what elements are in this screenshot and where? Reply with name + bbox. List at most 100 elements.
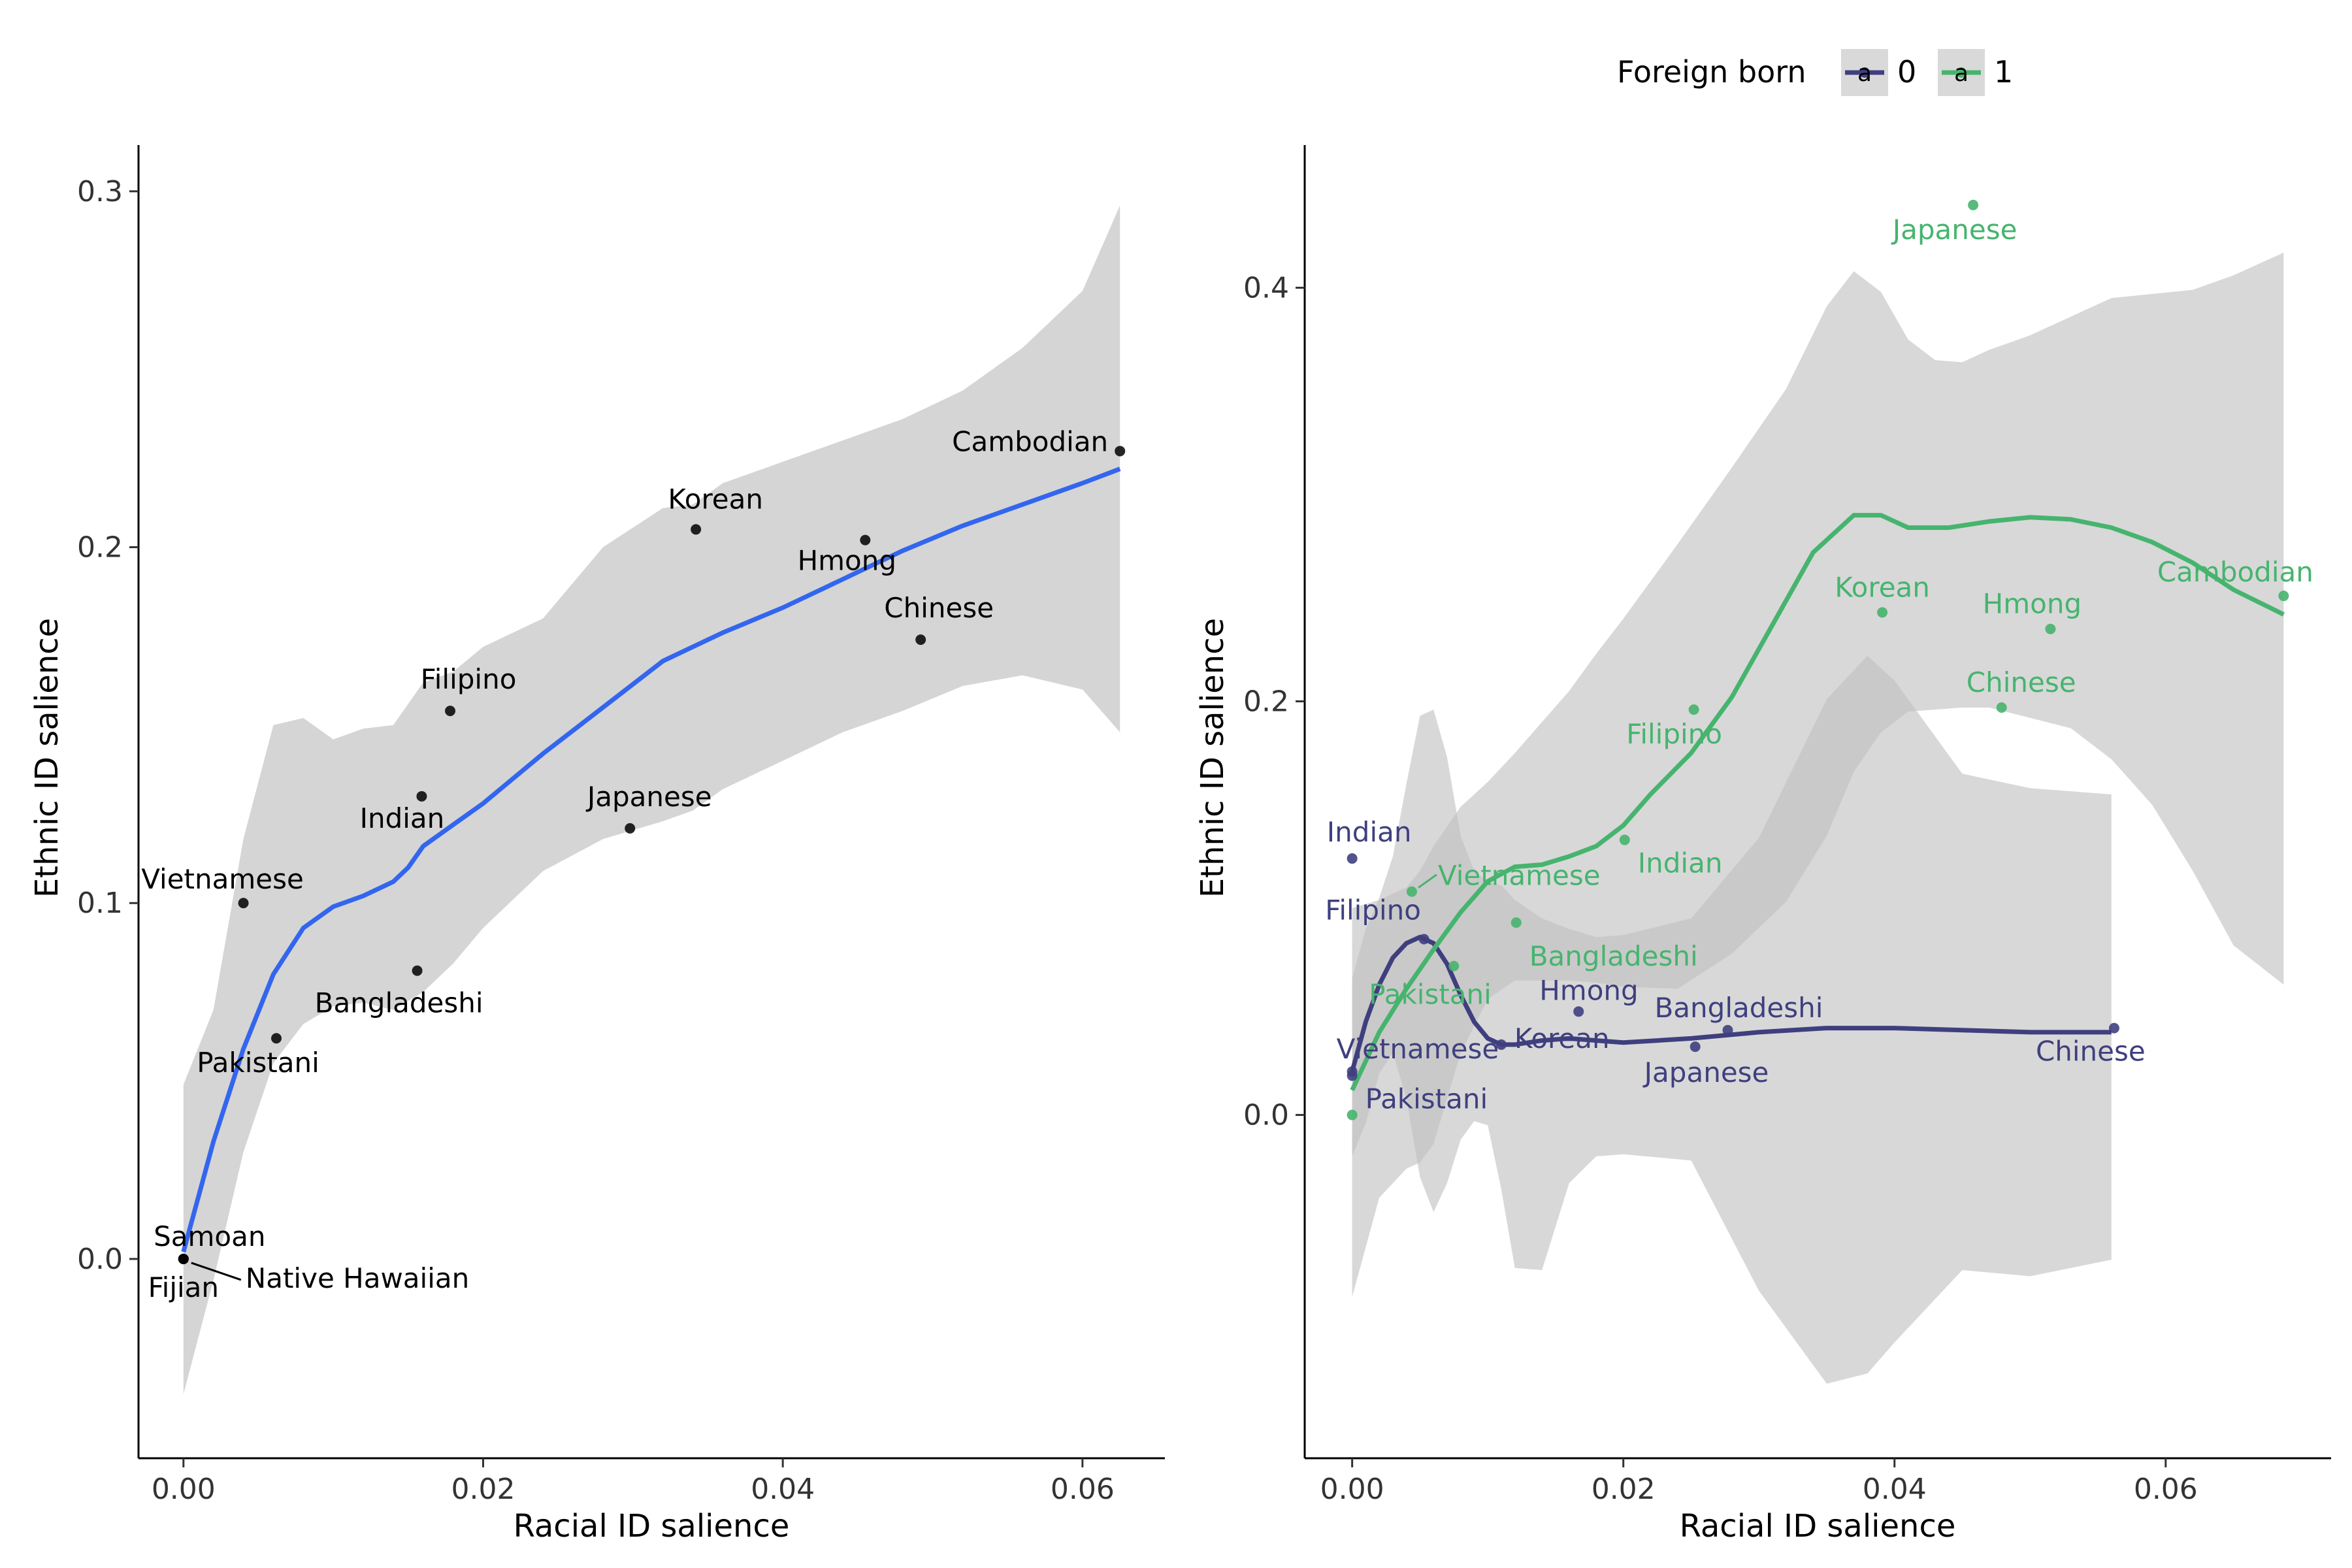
point-label-1-vietnamese: Vietnamese: [1438, 860, 1601, 892]
point-label-hmong: Hmong: [798, 545, 896, 577]
point-label-1-indian: Indian: [1638, 847, 1723, 879]
point-label-1-chinese: Chinese: [1967, 666, 2076, 698]
point-1-hmong: [2045, 623, 2056, 634]
point-korean: [691, 524, 702, 535]
point-label-1-korean: Korean: [1835, 571, 1930, 603]
point-1-indian: [1619, 834, 1630, 845]
x-tick-label: 0.04: [1863, 1473, 1927, 1506]
point-label-pakistani: Pakistani: [197, 1047, 319, 1079]
right-panel: Indian Filipino Vietnamese Pakistani Korean H…: [1194, 145, 2331, 1544]
point-1-japanese: [1968, 199, 1979, 210]
smooth-line-0: [1350, 934, 2112, 1073]
legend-key-0-glyph: a: [1857, 60, 1872, 87]
point-1-vietnamese: [1406, 886, 1417, 897]
point-label-0-bangladeshi: Bangladeshi: [1654, 992, 1823, 1024]
point-label-0-pakistani: Pakistani: [1365, 1083, 1488, 1115]
point-vietnamese: [238, 898, 249, 909]
left-y-axis-title: Ethnic ID salience: [29, 618, 65, 898]
point-label-bangladeshi: Bangladeshi: [315, 987, 483, 1019]
x-tick-label: 0.00: [1320, 1473, 1384, 1506]
point-label-0-indian: Indian: [1327, 816, 1412, 848]
smooth-line-1: [1350, 513, 2285, 1092]
point-label-cambodian: Cambodian: [952, 425, 1108, 457]
point-indian: [416, 791, 427, 802]
point-label-1-bangladeshi: Bangladeshi: [1529, 940, 1698, 972]
point-1-bangladeshi: [1511, 917, 1522, 928]
point-label-korean: Korean: [668, 483, 763, 515]
point-label-0-hmong: Hmong: [1539, 974, 1638, 1006]
y-tick-label: 0.1: [77, 887, 123, 920]
x-tick-label: 0.02: [1592, 1473, 1656, 1506]
point-0-filipino: [1418, 934, 1429, 945]
smooth-line: [181, 466, 1121, 1253]
y-tick-label: 0.0: [77, 1243, 123, 1276]
point-pakistani: [270, 1033, 282, 1044]
point-native-hawaiian: [178, 1253, 189, 1264]
point-label-1-pakistani: Pakistani: [1369, 979, 1492, 1011]
confidence-band-0: [1352, 655, 2112, 1384]
y-tick-label: 0.3: [77, 175, 123, 208]
legend: Foreign born a 0 a 1: [1617, 49, 2013, 96]
x-tick-label: 0.06: [2134, 1473, 2198, 1506]
point-label-chinese: Chinese: [884, 592, 994, 624]
point-label-filipino: Filipino: [421, 663, 517, 695]
point-label-0-japanese: Japanese: [1642, 1056, 1769, 1088]
right-y-axis-title: Ethnic ID salience: [1194, 618, 1231, 898]
x-tick-label: 0.00: [152, 1473, 216, 1506]
legend-key-1-point: [1956, 67, 1967, 78]
y-tick-label: 0.4: [1243, 271, 1289, 304]
y-tick-label: 0.0: [1243, 1099, 1289, 1132]
point-bangladeshi: [412, 965, 423, 976]
label-leader-1-vietnamese: [1418, 874, 1437, 889]
point-1-cambodian: [2278, 591, 2289, 602]
point-chinese: [915, 634, 926, 645]
point-label-0-vietnamese: Vietnamese: [1337, 1033, 1499, 1065]
right-x-axis-title: Racial ID salience: [1680, 1508, 1956, 1544]
point-label-samoan: Samoan: [154, 1220, 265, 1252]
point-0-pakistani: [1347, 1070, 1358, 1081]
legend-key-0-point: [1859, 67, 1870, 78]
x-tick-label: 0.04: [751, 1473, 815, 1506]
point-0-korean: [1495, 1039, 1507, 1050]
point-0-indian: [1347, 853, 1358, 864]
point-0-hmong: [1573, 1006, 1584, 1017]
point-label-indian: Indian: [360, 802, 445, 834]
legend-label-1: 1: [1994, 54, 2013, 90]
point-label-0-filipino: Filipino: [1325, 894, 1421, 926]
legend-title: Foreign born: [1617, 54, 1806, 90]
point-1-chinese: [1996, 702, 2007, 713]
point-label-vietnamese: Vietnamese: [141, 863, 304, 895]
point-label-0-chinese: Chinese: [2036, 1036, 2146, 1068]
point-label-native-hawaiian: Native Hawaiian: [246, 1262, 469, 1294]
confidence-band: [183, 205, 1120, 1395]
x-tick-label: 0.06: [1051, 1473, 1115, 1506]
point-1-korean: [1877, 607, 1888, 618]
point-hmong: [860, 534, 871, 546]
point-1-unlabeled: [1347, 1109, 1358, 1120]
point-label-1-hmong: Hmong: [1983, 588, 2082, 620]
point-cambodian: [1115, 446, 1126, 457]
legend-key-1-glyph: a: [1954, 60, 1968, 87]
left-panel: Cambodian Korean Hmong Chinese Filipino India…: [29, 145, 1165, 1544]
point-label-0-korean: Korean: [1514, 1022, 1610, 1054]
point-0-japanese: [1690, 1041, 1701, 1053]
point-label-japanese: Japanese: [585, 781, 712, 813]
point-japanese: [625, 823, 636, 834]
y-tick-label: 0.2: [77, 531, 123, 564]
label-leader-native-hawaiian: [191, 1262, 242, 1281]
point-1-filipino: [1688, 704, 1699, 715]
y-tick-label: 0.2: [1243, 685, 1289, 718]
legend-label-0: 0: [1897, 54, 1916, 90]
point-label-1-cambodian: Cambodian: [2157, 556, 2313, 588]
point-label-1-japanese: Japanese: [1891, 214, 2017, 246]
confidence-band-1: [1352, 252, 2284, 1298]
point-1-pakistani: [1448, 960, 1460, 972]
point-label-fijian: Fijian: [148, 1271, 219, 1303]
point-filipino: [445, 706, 456, 717]
left-x-axis-title: Racial ID salience: [514, 1508, 790, 1544]
point-label-1-filipino: Filipino: [1626, 718, 1722, 750]
point-0-bangladeshi: [1722, 1024, 1733, 1036]
x-tick-label: 0.02: [451, 1473, 515, 1506]
point-0-chinese: [2108, 1022, 2119, 1034]
